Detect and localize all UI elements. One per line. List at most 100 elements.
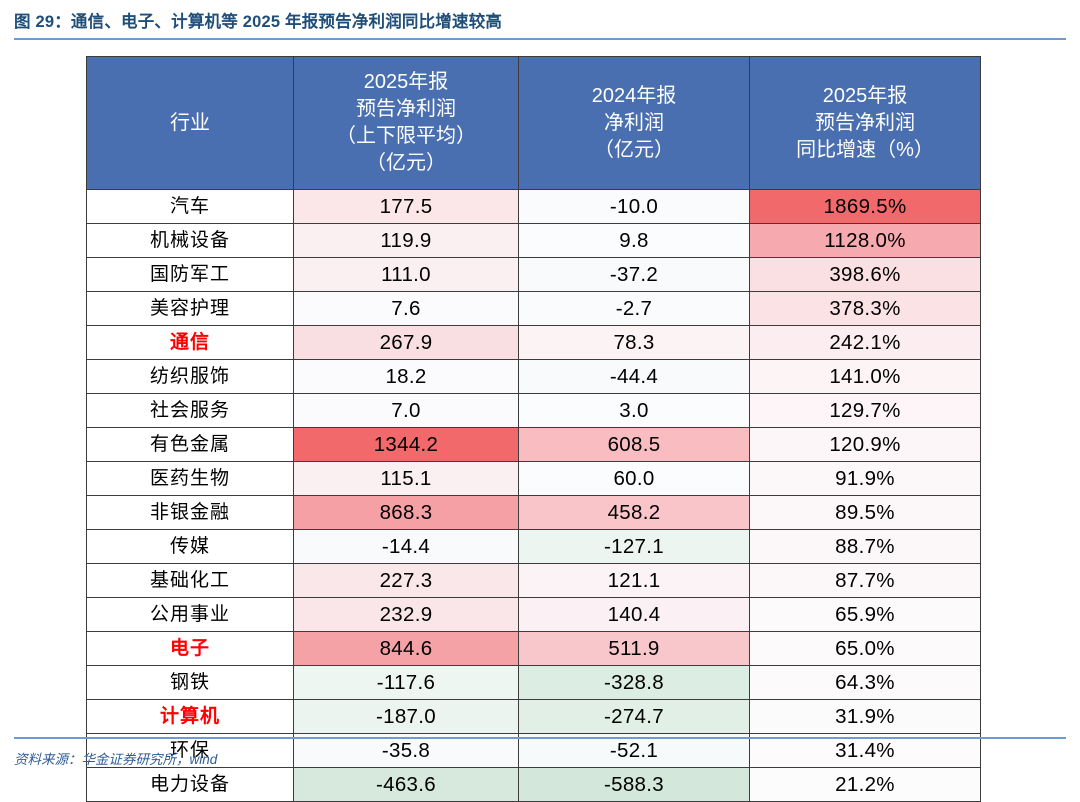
cell-np2025: -117.6 (293, 665, 519, 700)
cell-growth: 242.1% (749, 325, 981, 360)
title-divider (14, 38, 1066, 40)
column-header-1: 2025年报 预告净利润 （上下限平均） （亿元） (293, 56, 519, 190)
cell-industry: 钢铁 (86, 665, 294, 700)
cell-np2025: 119.9 (293, 223, 519, 258)
column-header-line: 2024年报 (591, 84, 677, 107)
cell-industry: 基础化工 (86, 563, 294, 598)
cell-np2025: 111.0 (293, 257, 519, 292)
column-header-line: 2025年报 (363, 71, 449, 93)
cell-np2024: 511.9 (518, 631, 750, 666)
table-row: 电力设备 -463.6 -588.3 21.2% (86, 767, 981, 802)
table-row: 美容护理 7.6 -2.7 378.3% (86, 291, 981, 326)
table-row: 通信 267.9 78.3 242.1% (86, 325, 981, 360)
table-row: 公用事业 232.9 140.4 65.9% (86, 597, 981, 632)
table-row: 医药生物 115.1 60.0 91.9% (86, 461, 981, 496)
cell-np2024: -588.3 (518, 767, 750, 802)
cell-growth: 65.9% (749, 597, 981, 632)
cell-np2024: -37.2 (518, 257, 750, 292)
cell-np2025: 844.6 (293, 631, 519, 666)
cell-np2024: 60.0 (518, 461, 750, 496)
page-title: 图 29：通信、电子、计算机等 2025 年报预告净利润同比增速较高 (14, 13, 503, 31)
cell-growth: 89.5% (749, 495, 981, 530)
cell-industry: 电力设备 (86, 767, 294, 802)
cell-np2025: 115.1 (293, 461, 519, 496)
cell-industry: 有色金属 (86, 427, 294, 462)
cell-np2024: -127.1 (518, 529, 750, 564)
table-row: 非银金融 868.3 458.2 89.5% (86, 495, 981, 530)
cell-industry: 传媒 (86, 529, 294, 564)
cell-np2025: 177.5 (293, 189, 519, 224)
table-row: 传媒 -14.4 -127.1 88.7% (86, 529, 981, 564)
cell-np2024: -2.7 (518, 291, 750, 326)
cell-np2024: 121.1 (518, 563, 750, 598)
cell-growth: 1869.5% (749, 189, 981, 224)
cell-growth: 129.7% (749, 393, 981, 428)
cell-industry: 计算机 (86, 699, 294, 734)
table-row: 有色金属 1344.2 608.5 120.9% (86, 427, 981, 462)
cell-industry: 非银金融 (86, 495, 294, 530)
column-header-line: 预告净利润 (356, 98, 456, 120)
cell-industry: 美容护理 (86, 291, 294, 326)
cell-np2024: -328.8 (518, 665, 750, 700)
table-row: 社会服务 7.0 3.0 129.7% (86, 393, 981, 428)
cell-np2025: 232.9 (293, 597, 519, 632)
cell-growth: 398.6% (749, 257, 981, 292)
footer-divider (14, 737, 1066, 739)
cell-growth: 91.9% (749, 461, 981, 496)
cell-np2025: 1344.2 (293, 427, 519, 462)
column-header-line: 预告净利润 (815, 111, 915, 134)
table-row: 纺织服饰 18.2 -44.4 141.0% (86, 359, 981, 394)
table-row: 电子 844.6 511.9 65.0% (86, 631, 981, 666)
table-row: 汽车 177.5 -10.0 1869.5% (86, 189, 981, 224)
earnings-forecast-table: 行业 2025年报 预告净利润 （上下限平均） （亿元） 2024年报 净利润 （亿元） 202… (86, 56, 981, 802)
table-row: 钢铁 -117.6 -328.8 64.3% (86, 665, 981, 700)
cell-industry: 电子 (86, 631, 294, 666)
cell-industry: 社会服务 (86, 393, 294, 428)
cell-np2024: -10.0 (518, 189, 750, 224)
cell-np2025: 227.3 (293, 563, 519, 598)
cell-np2025: 267.9 (293, 325, 519, 360)
cell-industry: 通信 (86, 325, 294, 360)
cell-growth: 21.2% (749, 767, 981, 802)
cell-growth: 141.0% (749, 359, 981, 394)
table-row: 计算机 -187.0 -274.7 31.9% (86, 699, 981, 734)
cell-np2025: -463.6 (293, 767, 519, 802)
cell-growth: 65.0% (749, 631, 981, 666)
cell-np2025: -187.0 (293, 699, 519, 734)
cell-growth: 378.3% (749, 291, 981, 326)
cell-np2024: 9.8 (518, 223, 750, 258)
cell-np2024: 458.2 (518, 495, 750, 530)
column-header-line: 净利润 (604, 111, 664, 134)
cell-np2024: 140.4 (518, 597, 750, 632)
figure-title-block: 图 29：通信、电子、计算机等 2025 年报预告净利润同比增速较高 (14, 12, 1066, 40)
column-header-line: （上下限平均） (336, 125, 476, 147)
cell-np2024: 78.3 (518, 325, 750, 360)
table-row: 基础化工 227.3 121.1 87.7% (86, 563, 981, 598)
cell-np2025: -14.4 (293, 529, 519, 564)
cell-np2024: -274.7 (518, 699, 750, 734)
cell-np2024: 608.5 (518, 427, 750, 462)
table-header-row: 行业 2025年报 预告净利润 （上下限平均） （亿元） 2024年报 净利润 （亿元） 202… (86, 56, 981, 190)
column-header-line: 行业 (170, 111, 210, 134)
cell-industry: 汽车 (86, 189, 294, 224)
cell-growth: 88.7% (749, 529, 981, 564)
cell-industry: 纺织服饰 (86, 359, 294, 394)
cell-industry: 机械设备 (86, 223, 294, 258)
table-row: 机械设备 119.9 9.8 1128.0% (86, 223, 981, 258)
column-header-2: 2024年报 净利润 （亿元） (518, 56, 750, 190)
cell-np2025: 7.0 (293, 393, 519, 428)
cell-industry: 公用事业 (86, 597, 294, 632)
table-row: 国防军工 111.0 -37.2 398.6% (86, 257, 981, 292)
column-header-3: 2025年报 预告净利润 同比增速（%） (749, 56, 981, 190)
table-body: 汽车 177.5 -10.0 1869.5% 机械设备 119.9 9.8 1128.0% 国防… (86, 189, 981, 802)
column-header-0: 行业 (86, 56, 294, 190)
cell-np2025: 868.3 (293, 495, 519, 530)
cell-np2024: -44.4 (518, 359, 750, 394)
cell-growth: 87.7% (749, 563, 981, 598)
table-header: 行业 2025年报 预告净利润 （上下限平均） （亿元） 2024年报 净利润 （亿元） 202… (86, 56, 981, 190)
cell-growth: 64.3% (749, 665, 981, 700)
source-note: 资料来源：华金证券研究所，wind (14, 752, 218, 767)
data-table-container: 行业 2025年报 预告净利润 （上下限平均） （亿元） 2024年报 净利润 （亿元） 202… (86, 56, 981, 802)
cell-growth: 120.9% (749, 427, 981, 462)
column-header-line: （亿元） (366, 152, 446, 174)
